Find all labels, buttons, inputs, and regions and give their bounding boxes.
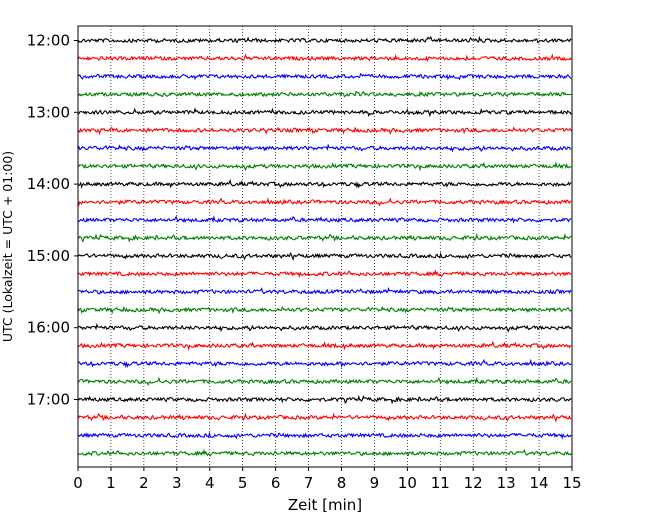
seismic-trace [77, 126, 572, 136]
x-tick-label: 8 [337, 474, 347, 492]
x-tick-label: 6 [271, 474, 281, 492]
seismic-trace [77, 269, 572, 279]
y-tick-label: 14:00 [27, 175, 70, 193]
x-tick-label: 10 [398, 474, 417, 492]
x-tick-label: 13 [497, 474, 516, 492]
seismic-trace [77, 358, 572, 369]
y-tick-label: 12:00 [27, 32, 70, 50]
x-tick-label: 12 [464, 474, 483, 492]
seismic-trace [77, 448, 572, 457]
seismic-trace [77, 215, 572, 224]
x-tick-label: 7 [304, 474, 314, 492]
seismic-trace [77, 305, 572, 315]
seismic-trace [77, 90, 572, 98]
x-tick-label: 11 [431, 474, 450, 492]
seismic-trace [77, 197, 572, 207]
y-axis-label: UTC (Lokalzeit = UTC + 01:00) [0, 151, 15, 342]
seismic-trace [77, 251, 572, 262]
seismic-trace [77, 431, 572, 440]
y-tick-label: 17:00 [27, 391, 70, 409]
x-axis-label: Zeit [min] [288, 496, 362, 514]
x-tick-label: 2 [139, 474, 149, 492]
x-tick-label: 0 [73, 474, 83, 492]
x-tick-label: 5 [238, 474, 248, 492]
trace-group [77, 35, 572, 457]
seismic-trace [77, 107, 572, 118]
x-tick-label: 15 [562, 474, 581, 492]
seismic-trace [77, 340, 572, 351]
seismic-trace [77, 322, 572, 333]
y-tick-label: 15:00 [27, 247, 70, 265]
x-axis: 0 1 2 3 4 5 6 7 8 9 10 11 12 13 14 15 [73, 467, 582, 492]
y-tick-label: 13:00 [27, 103, 70, 121]
x-tick-label: 4 [205, 474, 215, 492]
x-tick-label: 14 [530, 474, 549, 492]
seismic-trace [77, 35, 572, 44]
y-tick-label: 16:00 [27, 319, 70, 337]
seismic-trace [77, 53, 572, 63]
seismic-trace [77, 72, 572, 81]
seismic-trace [77, 232, 572, 243]
seismic-trace [77, 394, 572, 405]
x-tick-label: 9 [370, 474, 380, 492]
plot-frame [77, 25, 573, 468]
seismic-trace [77, 376, 572, 387]
x-tick-label: 3 [172, 474, 182, 492]
seismic-trace [77, 143, 572, 153]
seismic-trace [77, 178, 572, 190]
y-axis: 12:00 13:00 14:00 15:00 16:00 17:00 [27, 32, 78, 409]
seismic-trace [77, 161, 572, 172]
seismic-trace [77, 412, 572, 423]
x-tick-label: 1 [106, 474, 116, 492]
seismic-trace [77, 286, 572, 295]
